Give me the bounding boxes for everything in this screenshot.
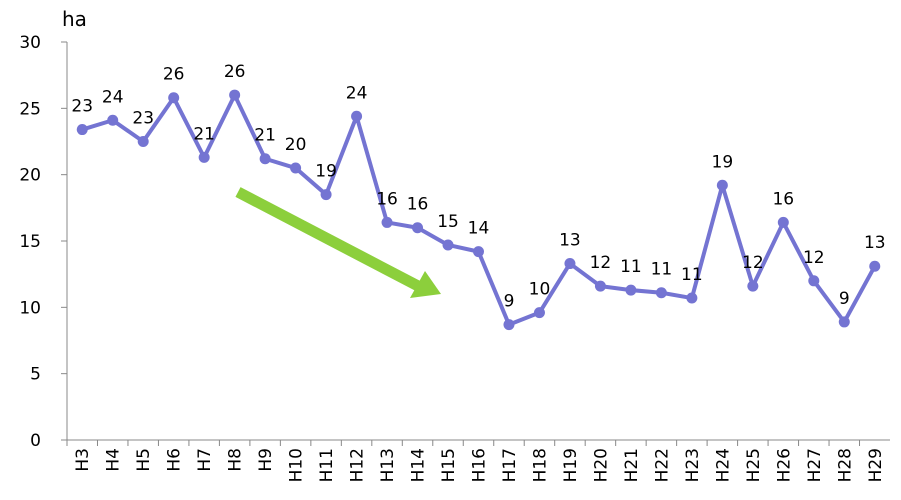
data-label: 26	[163, 65, 185, 85]
point	[473, 246, 484, 258]
data-label: 16	[376, 189, 398, 209]
point	[76, 124, 88, 136]
x-tick-label: H21	[622, 448, 642, 482]
y-tick-label: 0	[30, 431, 41, 451]
x-tick-label: H3	[73, 448, 93, 472]
x-tick-label: H17	[500, 448, 520, 482]
x-tick-label: H29	[866, 448, 886, 482]
x-tick-label: H15	[439, 448, 459, 482]
x-tick-label: H18	[530, 448, 550, 482]
data-label: 26	[224, 62, 246, 82]
data-label: 9	[504, 292, 515, 312]
x-tick-label: H4	[104, 448, 124, 472]
point	[107, 114, 119, 126]
point	[351, 110, 363, 122]
data-label: 24	[346, 83, 368, 103]
point	[625, 284, 637, 296]
point	[442, 239, 454, 251]
x-tick-label: H25	[744, 448, 764, 482]
x-tick-label: H11	[317, 448, 337, 482]
data-label: 12	[742, 253, 764, 273]
point	[198, 151, 210, 163]
data-label: 21	[193, 124, 215, 144]
x-tick-label: H14	[409, 448, 429, 482]
x-tick-label: H10	[287, 448, 307, 482]
point	[503, 319, 515, 331]
x-tick-label: H16	[470, 448, 490, 482]
data-label: 20	[285, 135, 307, 155]
point	[869, 260, 881, 272]
x-tick-label: H27	[805, 448, 825, 482]
data-label: 9	[839, 289, 850, 309]
point	[412, 222, 424, 234]
point	[808, 275, 820, 287]
y-tick-label: 5	[30, 365, 41, 385]
data-label: 11	[681, 265, 703, 285]
y-tick-label: 30	[19, 33, 41, 53]
x-tick-label: H24	[713, 448, 733, 482]
point	[320, 189, 332, 201]
point	[594, 280, 606, 292]
trend-arrow	[235, 187, 441, 298]
data-label: 19	[315, 162, 337, 182]
point	[838, 316, 850, 328]
data-label: 12	[803, 248, 825, 268]
x-tick-label: H23	[683, 448, 703, 482]
data-label: 23	[132, 109, 154, 129]
data-label: 19	[712, 152, 734, 172]
point	[259, 153, 271, 165]
point	[564, 258, 576, 270]
x-tick-label: H19	[561, 448, 581, 482]
point	[381, 216, 393, 228]
data-label: 21	[254, 126, 276, 146]
data-label: 23	[71, 97, 93, 117]
point	[655, 287, 667, 299]
y-tick-label: 25	[19, 99, 41, 119]
data-label: 11	[651, 260, 673, 280]
point	[229, 89, 241, 101]
x-tick-label: H6	[165, 448, 185, 472]
data-label: 24	[102, 87, 124, 107]
data-label: 11	[620, 257, 642, 277]
point	[686, 292, 698, 304]
point	[137, 136, 149, 147]
point	[716, 179, 728, 191]
point	[777, 216, 789, 228]
point	[290, 162, 302, 174]
y-axis-label: ha	[62, 7, 87, 31]
x-tick-label: H9	[256, 448, 276, 472]
data-label: 10	[529, 280, 551, 300]
data-label: 16	[407, 195, 429, 215]
point	[747, 280, 759, 292]
x-tick-label: H5	[134, 448, 154, 472]
point	[168, 92, 180, 104]
data-label: 13	[864, 233, 886, 253]
x-tick-label: H8	[226, 448, 246, 472]
x-tick-label: H7	[195, 448, 215, 472]
x-tick-label: H26	[774, 448, 794, 482]
data-label: 16	[772, 189, 794, 209]
y-tick-label: 10	[19, 298, 41, 318]
x-tick-label: H12	[348, 448, 368, 482]
data-label: 13	[559, 231, 581, 251]
x-tick-label: H13	[378, 448, 398, 482]
x-tick-label: H28	[835, 448, 855, 482]
y-tick-label: 15	[19, 232, 41, 252]
x-tick-label: H22	[652, 448, 672, 482]
data-label: 15	[437, 212, 459, 232]
data-label: 14	[468, 219, 490, 239]
x-tick-label: H20	[591, 448, 611, 482]
data-label: 12	[590, 253, 612, 273]
y-tick-label: 20	[19, 166, 41, 186]
point	[533, 307, 545, 319]
